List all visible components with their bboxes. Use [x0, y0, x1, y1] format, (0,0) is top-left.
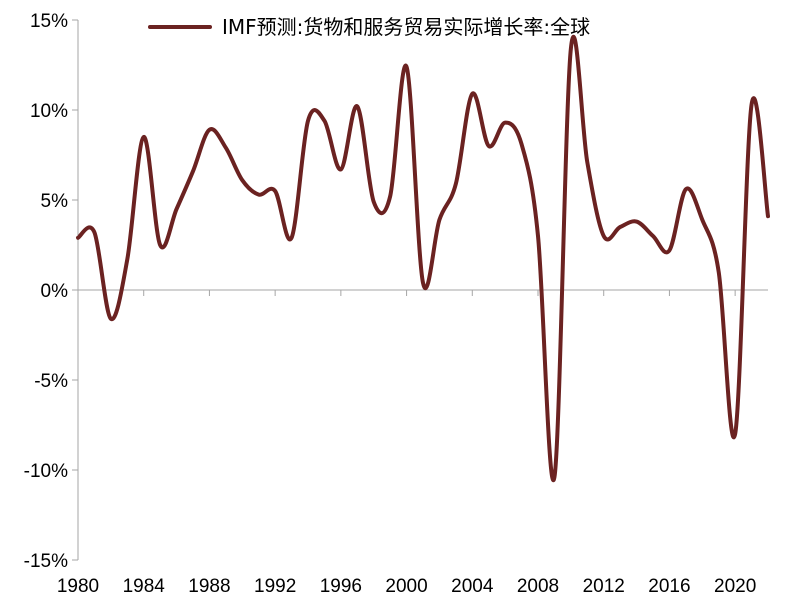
- x-tick-label: 1988: [188, 576, 230, 597]
- series-line: [78, 37, 768, 480]
- x-tick-label: 1984: [123, 576, 166, 597]
- series-group: [78, 37, 768, 480]
- x-tick-label: 2000: [385, 576, 427, 597]
- x-tick-label: 1996: [320, 576, 362, 597]
- x-tick-label: 2004: [451, 576, 494, 597]
- y-tick-label: -5%: [34, 371, 68, 392]
- y-tick-label: 5%: [41, 191, 69, 212]
- legend: IMF预测:货物和服务贸易实际增长率:全球: [150, 15, 590, 39]
- y-tick-label: 0%: [41, 281, 69, 302]
- legend-label: IMF预测:货物和服务贸易实际增长率:全球: [222, 15, 590, 39]
- line-chart: 15%10%5%0%-5%-10%-15% 1980 1984 1988 1992 19…: [0, 0, 800, 605]
- x-tick-label: 1992: [254, 576, 296, 597]
- y-axis-ticks: 15% 10% 5% 0% -5% -10% -15%: [24, 11, 78, 572]
- axes: [78, 20, 768, 560]
- x-tick-label: 1980: [57, 576, 99, 597]
- x-tick-label: 2008: [517, 576, 559, 597]
- x-axis-ticks: 1980 1984 1988 1992 1996 2000 2004 2008 2012 2016…: [57, 290, 756, 597]
- x-tick-label: 2012: [583, 576, 625, 597]
- y-tick-label: 10%: [30, 101, 68, 122]
- y-tick-label: -15%: [24, 551, 68, 572]
- x-tick-label: 2016: [648, 576, 690, 597]
- y-tick-label: 15%: [30, 11, 68, 32]
- x-tick-label: 2020: [714, 576, 756, 597]
- y-tick-label: -10%: [24, 461, 68, 482]
